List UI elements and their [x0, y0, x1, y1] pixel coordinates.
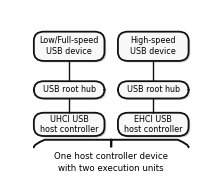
Text: UHCI USB
host controller: UHCI USB host controller: [40, 114, 99, 134]
Text: Low/Full-speed
USB device: Low/Full-speed USB device: [39, 36, 99, 56]
Text: EHCI USB
host controller: EHCI USB host controller: [124, 114, 182, 134]
Text: USB root hub: USB root hub: [127, 85, 180, 94]
FancyBboxPatch shape: [36, 33, 106, 62]
FancyBboxPatch shape: [36, 114, 106, 137]
FancyBboxPatch shape: [120, 33, 190, 62]
FancyBboxPatch shape: [118, 81, 189, 98]
Text: One host controller device
with two execution units: One host controller device with two exec…: [54, 152, 168, 173]
FancyBboxPatch shape: [120, 83, 190, 100]
FancyBboxPatch shape: [118, 32, 189, 61]
FancyBboxPatch shape: [34, 32, 105, 61]
Text: USB root hub: USB root hub: [43, 85, 96, 94]
Text: High-speed
USB device: High-speed USB device: [130, 36, 176, 56]
FancyBboxPatch shape: [34, 113, 105, 136]
FancyBboxPatch shape: [118, 113, 189, 136]
FancyBboxPatch shape: [120, 114, 190, 137]
FancyBboxPatch shape: [36, 83, 106, 100]
FancyBboxPatch shape: [34, 81, 105, 98]
